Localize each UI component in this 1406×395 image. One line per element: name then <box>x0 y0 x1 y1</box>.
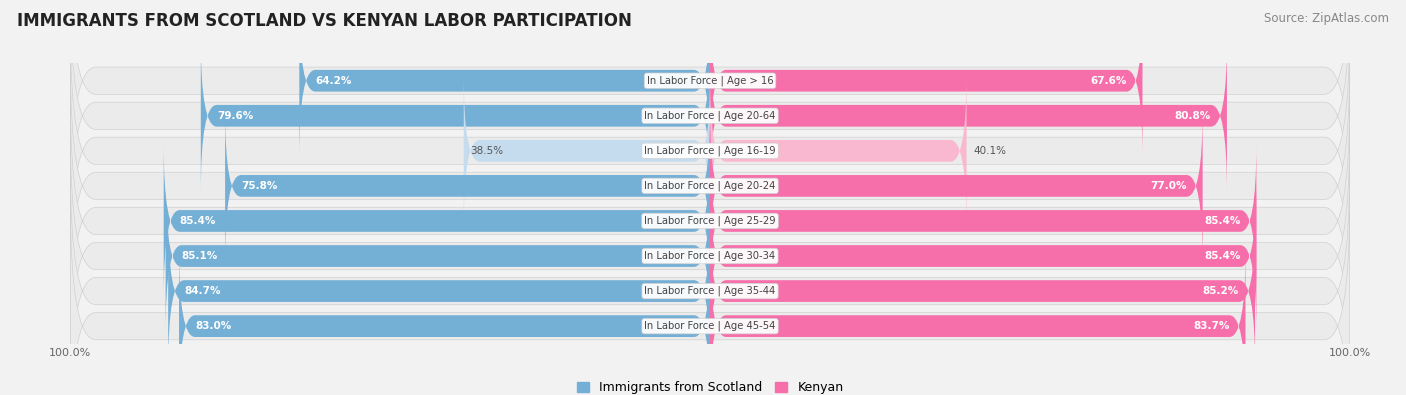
Text: 84.7%: 84.7% <box>184 286 221 296</box>
Text: 40.1%: 40.1% <box>973 146 1005 156</box>
FancyBboxPatch shape <box>710 109 1202 263</box>
FancyBboxPatch shape <box>163 144 710 298</box>
FancyBboxPatch shape <box>70 164 1350 395</box>
FancyBboxPatch shape <box>70 94 1350 348</box>
Text: 85.4%: 85.4% <box>180 216 217 226</box>
FancyBboxPatch shape <box>710 214 1256 368</box>
FancyBboxPatch shape <box>70 59 1350 312</box>
FancyBboxPatch shape <box>70 24 1350 277</box>
FancyBboxPatch shape <box>299 4 710 158</box>
Text: In Labor Force | Age 20-24: In Labor Force | Age 20-24 <box>644 181 776 191</box>
Text: In Labor Force | Age 20-64: In Labor Force | Age 20-64 <box>644 111 776 121</box>
Text: In Labor Force | Age 35-44: In Labor Force | Age 35-44 <box>644 286 776 296</box>
Text: In Labor Force | Age 30-34: In Labor Force | Age 30-34 <box>644 251 776 261</box>
Text: IMMIGRANTS FROM SCOTLAND VS KENYAN LABOR PARTICIPATION: IMMIGRANTS FROM SCOTLAND VS KENYAN LABOR… <box>17 12 631 30</box>
FancyBboxPatch shape <box>710 249 1246 395</box>
Text: Source: ZipAtlas.com: Source: ZipAtlas.com <box>1264 12 1389 25</box>
Text: 85.4%: 85.4% <box>1204 251 1240 261</box>
Text: In Labor Force | Age > 16: In Labor Force | Age > 16 <box>647 75 773 86</box>
Text: In Labor Force | Age 16-19: In Labor Force | Age 16-19 <box>644 146 776 156</box>
Text: 85.1%: 85.1% <box>181 251 218 261</box>
FancyBboxPatch shape <box>70 199 1350 395</box>
Text: 75.8%: 75.8% <box>240 181 277 191</box>
Text: 85.4%: 85.4% <box>1204 216 1240 226</box>
Text: 83.0%: 83.0% <box>195 321 232 331</box>
FancyBboxPatch shape <box>710 39 1227 192</box>
Text: 64.2%: 64.2% <box>315 76 352 86</box>
Text: 38.5%: 38.5% <box>470 146 503 156</box>
FancyBboxPatch shape <box>166 179 710 333</box>
FancyBboxPatch shape <box>710 144 1257 298</box>
Text: In Labor Force | Age 45-54: In Labor Force | Age 45-54 <box>644 321 776 331</box>
FancyBboxPatch shape <box>169 214 710 368</box>
Text: 79.6%: 79.6% <box>217 111 253 121</box>
Legend: Immigrants from Scotland, Kenyan: Immigrants from Scotland, Kenyan <box>572 376 848 395</box>
FancyBboxPatch shape <box>710 74 966 228</box>
FancyBboxPatch shape <box>710 179 1257 333</box>
Text: 85.2%: 85.2% <box>1204 286 1239 296</box>
FancyBboxPatch shape <box>225 109 710 263</box>
FancyBboxPatch shape <box>70 130 1350 383</box>
FancyBboxPatch shape <box>70 0 1350 207</box>
FancyBboxPatch shape <box>179 249 710 395</box>
Text: In Labor Force | Age 25-29: In Labor Force | Age 25-29 <box>644 216 776 226</box>
Text: 67.6%: 67.6% <box>1090 76 1126 86</box>
Text: 77.0%: 77.0% <box>1150 181 1187 191</box>
Text: 80.8%: 80.8% <box>1174 111 1211 121</box>
FancyBboxPatch shape <box>464 74 710 228</box>
Text: 83.7%: 83.7% <box>1194 321 1229 331</box>
FancyBboxPatch shape <box>710 4 1143 158</box>
FancyBboxPatch shape <box>201 39 710 192</box>
FancyBboxPatch shape <box>70 0 1350 243</box>
